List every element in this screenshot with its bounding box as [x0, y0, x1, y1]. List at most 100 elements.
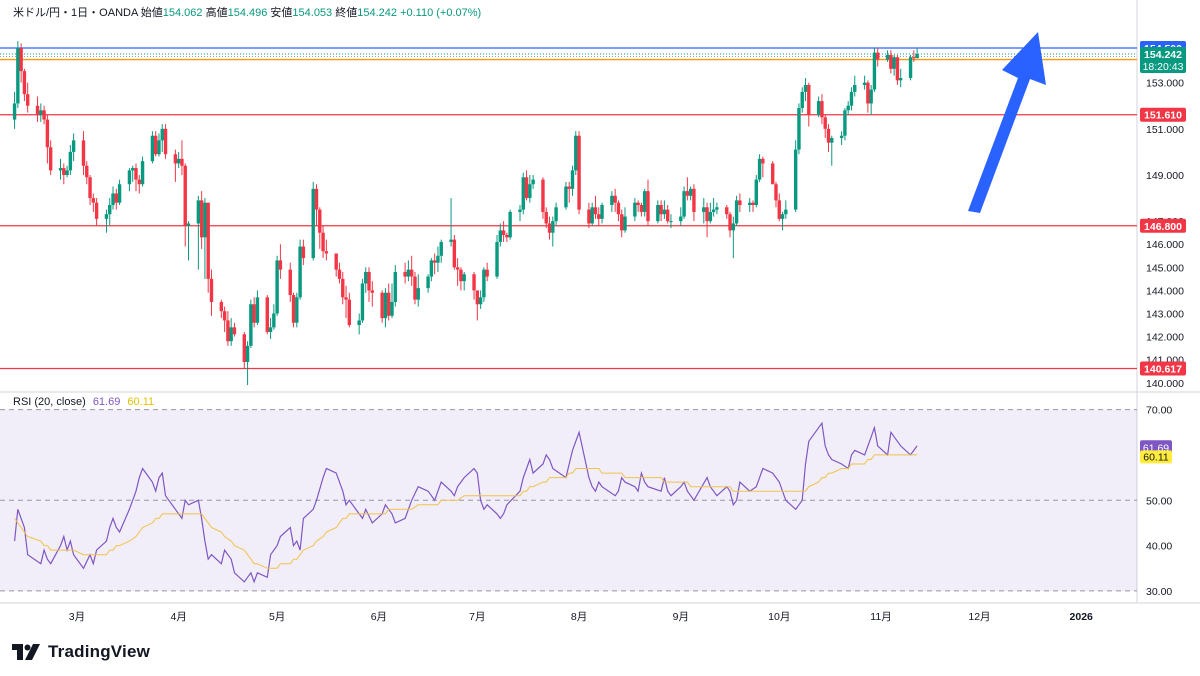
candle-body	[393, 271, 397, 302]
candle-body	[94, 202, 99, 219]
candle-body	[665, 209, 670, 222]
symbol-label[interactable]: 米ドル/円・1日・OANDA	[13, 7, 138, 19]
candle-body	[797, 108, 801, 150]
candle-body	[318, 209, 322, 233]
candle-body	[370, 290, 374, 293]
candle-body	[498, 230, 502, 242]
candle-body	[390, 301, 394, 316]
time-tick-label: 7月	[469, 611, 485, 623]
candle-body	[807, 84, 811, 115]
rsi-ma-badge-text: 60.11	[1143, 451, 1169, 463]
time-tick-label: 9月	[673, 611, 689, 623]
candle-body	[131, 168, 135, 171]
candle-body	[278, 260, 283, 270]
candle-body	[495, 241, 499, 277]
candle-body	[409, 269, 414, 277]
rsi-line	[14, 421, 918, 584]
rsi-legend: RSI (20, close) 61.69 60.11	[13, 396, 154, 408]
price-tick-label: 140.000	[1146, 378, 1184, 390]
candle-body	[426, 276, 430, 289]
candle-body	[199, 200, 204, 238]
last-price-text: 154.242	[1144, 49, 1182, 61]
tradingview-logo-icon	[12, 644, 40, 660]
time-tick-label: 6月	[371, 611, 387, 623]
candle-body	[357, 320, 361, 326]
candle-body	[761, 158, 765, 164]
candle-body	[898, 78, 903, 81]
candle-body	[134, 168, 138, 180]
candle-body	[183, 165, 187, 226]
candle-body	[226, 320, 230, 342]
brand-name: TradingView	[48, 642, 151, 661]
candle-body	[567, 186, 571, 189]
candle-body	[160, 128, 164, 141]
candle-body	[800, 91, 804, 109]
candle-body	[731, 223, 736, 231]
candle-body	[551, 221, 555, 233]
candle-body	[803, 84, 808, 92]
candle-body	[364, 271, 368, 284]
high-value: 154.496	[227, 7, 268, 19]
candle-body	[639, 205, 644, 212]
candle-body	[869, 89, 873, 104]
candle-body	[314, 188, 319, 210]
candle-body	[751, 202, 755, 205]
candle-body	[255, 297, 260, 323]
open-label: 始値	[140, 7, 163, 19]
candle-body	[108, 205, 112, 215]
candle-body	[505, 235, 509, 238]
candle-body	[597, 214, 601, 219]
candle-body	[19, 48, 23, 72]
candle-body	[249, 304, 253, 346]
candle-body	[68, 151, 73, 171]
time-tick-label: 4月	[170, 611, 186, 623]
countdown-text: 18:20:43	[1143, 61, 1184, 73]
candle-body	[360, 283, 365, 321]
candle-body	[892, 57, 896, 69]
candle-body	[65, 170, 69, 175]
candle-body	[176, 158, 181, 164]
candle-body	[347, 299, 352, 326]
time-tick-label: 12月	[968, 611, 990, 623]
candle-body	[501, 230, 506, 236]
candle-body	[816, 101, 821, 115]
close-label: 終値	[335, 7, 358, 19]
candle-body	[85, 165, 89, 178]
high-label: 高値	[205, 7, 228, 19]
candle-body	[577, 135, 581, 210]
tradingview-logo[interactable]: TradingView	[12, 642, 150, 662]
candle-body	[574, 135, 578, 171]
candle-body	[22, 71, 27, 95]
candle-body	[140, 161, 145, 185]
candle-body	[268, 327, 273, 332]
candle-body	[508, 211, 512, 238]
candle-body	[337, 269, 342, 279]
candle-body	[157, 140, 161, 155]
candle-body	[367, 271, 371, 291]
badge-146.800-text: 146.800	[1144, 221, 1182, 233]
candle-body	[472, 274, 476, 291]
candle-body	[554, 207, 558, 222]
candle-body	[35, 105, 40, 115]
candle-body	[656, 205, 660, 222]
rsi-tick-label: 40.00	[1146, 541, 1172, 553]
candle-body	[380, 292, 384, 319]
candle-body	[685, 191, 690, 196]
rsi-title[interactable]: RSI (20, close)	[13, 396, 86, 408]
candle-body	[643, 191, 647, 212]
candle-body	[528, 184, 532, 199]
candle-body	[780, 214, 785, 219]
last-price-badge	[1140, 46, 1186, 73]
candle-body	[232, 327, 237, 335]
candle-body	[462, 274, 466, 282]
badge-140.617	[1140, 361, 1186, 376]
candle-body	[387, 292, 391, 316]
candle-body	[876, 52, 880, 60]
candle-body	[531, 179, 535, 185]
candle-body	[725, 207, 729, 215]
price-tick-label: 151.000	[1146, 124, 1184, 136]
candle-body	[449, 239, 453, 242]
candle-body	[777, 200, 781, 219]
candle-body	[610, 195, 614, 205]
badge-151.610	[1140, 107, 1186, 122]
